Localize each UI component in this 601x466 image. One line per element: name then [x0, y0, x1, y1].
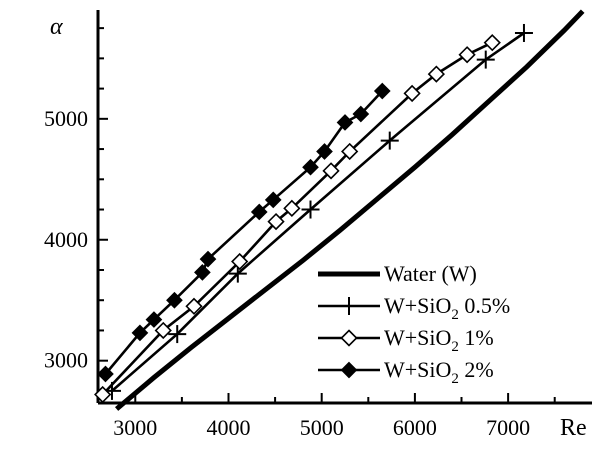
x-axis-label: Re [560, 415, 587, 441]
series-line-0 [114, 9, 585, 411]
legend-label-1: W+SiO2 0.5% [384, 293, 510, 323]
x-tick-label: 6000 [393, 415, 437, 440]
x-tick-label: 4000 [206, 415, 250, 440]
data-point-series-1 [301, 200, 320, 219]
data-point-series-3 [97, 365, 114, 383]
legend-label-0: Water (W) [384, 261, 477, 286]
data-point-series-2 [267, 212, 285, 231]
data-point-series-1 [476, 50, 495, 69]
x-tick-label: 5000 [300, 415, 344, 440]
legend-marker-1 [340, 297, 358, 315]
data-point-series-3 [199, 250, 217, 268]
x-tick-label: 3000 [113, 415, 157, 440]
data-point-series-2 [341, 142, 359, 161]
data-point-series-2 [458, 46, 476, 64]
data-point-series-3 [336, 114, 354, 131]
data-point-series-2 [231, 252, 249, 271]
legend-marker-2 [340, 329, 358, 347]
data-point-series-3 [250, 203, 268, 221]
legend-label-2: W+SiO2 1% [384, 325, 494, 355]
data-point-series-2 [154, 321, 172, 340]
data-point-series-3 [373, 82, 391, 100]
data-point-series-3 [302, 158, 319, 176]
data-point-series-3 [194, 264, 211, 281]
data-point-series-2 [403, 84, 421, 103]
y-axis-label: α [50, 14, 63, 40]
y-tick-label: 4000 [44, 227, 88, 252]
data-point-series-3 [352, 105, 370, 123]
data-point-series-3 [131, 324, 149, 342]
data-point-series-1 [380, 131, 399, 150]
data-point-series-3 [166, 291, 183, 309]
data-point-series-1 [168, 325, 187, 344]
data-point-series-2 [94, 385, 112, 404]
y-tick-label: 3000 [44, 348, 88, 373]
y-tick-label: 5000 [44, 106, 88, 131]
data-point-series-2 [322, 162, 340, 180]
data-point-series-3 [145, 311, 163, 328]
data-point-series-2 [283, 199, 301, 217]
legend-marker-3 [340, 361, 358, 379]
x-tick-label: 7000 [486, 415, 530, 440]
data-point-series-2 [483, 34, 501, 52]
data-point-series-2 [185, 297, 203, 315]
data-point-series-3 [316, 143, 333, 160]
data-point-series-2 [427, 65, 445, 83]
data-point-series-1 [514, 23, 533, 42]
data-point-series-3 [264, 191, 282, 209]
legend-label-3: W+SiO2 2% [384, 357, 494, 387]
